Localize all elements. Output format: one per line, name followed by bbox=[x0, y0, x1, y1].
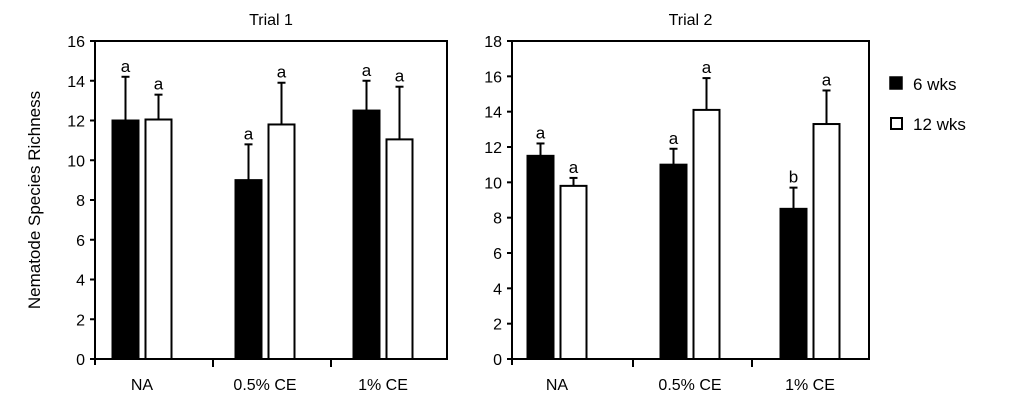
bar-6wks bbox=[779, 207, 808, 360]
y-tick-label: 0 bbox=[76, 352, 85, 369]
y-tick-label: 4 bbox=[493, 281, 502, 298]
y-tick-label: 8 bbox=[76, 193, 85, 210]
y-tick-label: 12 bbox=[484, 140, 502, 157]
x-tick-label: NA bbox=[546, 377, 569, 394]
significance-letter: a bbox=[244, 124, 254, 143]
significance-letter: a bbox=[822, 70, 832, 89]
significance-letter: a bbox=[154, 75, 164, 94]
bar-12wks bbox=[267, 123, 296, 360]
y-tick-label: 0 bbox=[493, 352, 502, 369]
y-tick-label: 18 bbox=[484, 34, 502, 51]
chart-title: Trial 2 bbox=[669, 12, 713, 29]
legend-swatch-12wks bbox=[890, 117, 903, 130]
y-tick-label: 2 bbox=[76, 312, 85, 329]
significance-letter: b bbox=[789, 168, 798, 187]
panel-trial-2: Trial 2 0 2 4 6 8 10 12 14 16 18 NA 0.5% CE 1% CE a a b a… bbox=[484, 12, 870, 394]
y-tick-label: 16 bbox=[484, 69, 502, 86]
y-tick-label: 14 bbox=[484, 105, 502, 122]
y-tick-label: 6 bbox=[76, 233, 85, 250]
significance-letter: a bbox=[121, 57, 131, 76]
legend-label-12wks: 12 wks bbox=[913, 115, 966, 134]
significance-letter: a bbox=[702, 58, 712, 77]
y-tick-label: 8 bbox=[493, 211, 502, 228]
y-tick-label: 12 bbox=[67, 114, 85, 131]
significance-letter: a bbox=[536, 123, 546, 142]
x-tick-label: 0.5% CE bbox=[658, 377, 721, 394]
bar-6wks bbox=[111, 119, 140, 360]
y-tick-label: 16 bbox=[67, 34, 85, 51]
legend-swatch-6wks bbox=[889, 76, 903, 90]
bar-6wks bbox=[352, 109, 381, 360]
significance-letter: a bbox=[569, 158, 579, 177]
y-tick-label: 6 bbox=[493, 246, 502, 263]
y-tick-label: 10 bbox=[67, 153, 85, 170]
y-tick-label: 2 bbox=[493, 317, 502, 334]
bar-12wks bbox=[692, 108, 721, 361]
bar-12wks bbox=[812, 123, 841, 360]
bar-6wks bbox=[659, 163, 688, 360]
y-tick-label: 4 bbox=[76, 273, 85, 290]
significance-letter: a bbox=[277, 63, 287, 82]
y-tick-label: 10 bbox=[484, 175, 502, 192]
x-tick-label: NA bbox=[131, 377, 154, 394]
bar-6wks bbox=[526, 154, 555, 360]
chart-title: Trial 1 bbox=[249, 12, 293, 29]
plot-frame bbox=[511, 40, 870, 360]
legend: 6 wks 12 wks bbox=[889, 75, 966, 134]
x-tick-label: 1% CE bbox=[358, 377, 408, 394]
y-axis-label: Nematode Species Richness bbox=[25, 91, 44, 309]
bar-12wks bbox=[559, 184, 588, 360]
significance-letter: a bbox=[362, 61, 372, 80]
legend-label-6wks: 6 wks bbox=[913, 75, 956, 94]
significance-letter: a bbox=[395, 67, 405, 86]
panel-trial-1: Trial 1 0 2 4 6 8 10 12 14 16 NA 0.5% CE 1% CE a a a a a a bbox=[67, 12, 448, 394]
x-tick-label: 0.5% CE bbox=[233, 377, 296, 394]
bar-12wks bbox=[385, 138, 414, 360]
bar-6wks bbox=[234, 179, 263, 360]
y-tick-label: 14 bbox=[67, 74, 85, 91]
x-tick-label: 1% CE bbox=[785, 377, 835, 394]
bar-12wks bbox=[144, 118, 173, 360]
significance-letter: a bbox=[669, 129, 679, 148]
